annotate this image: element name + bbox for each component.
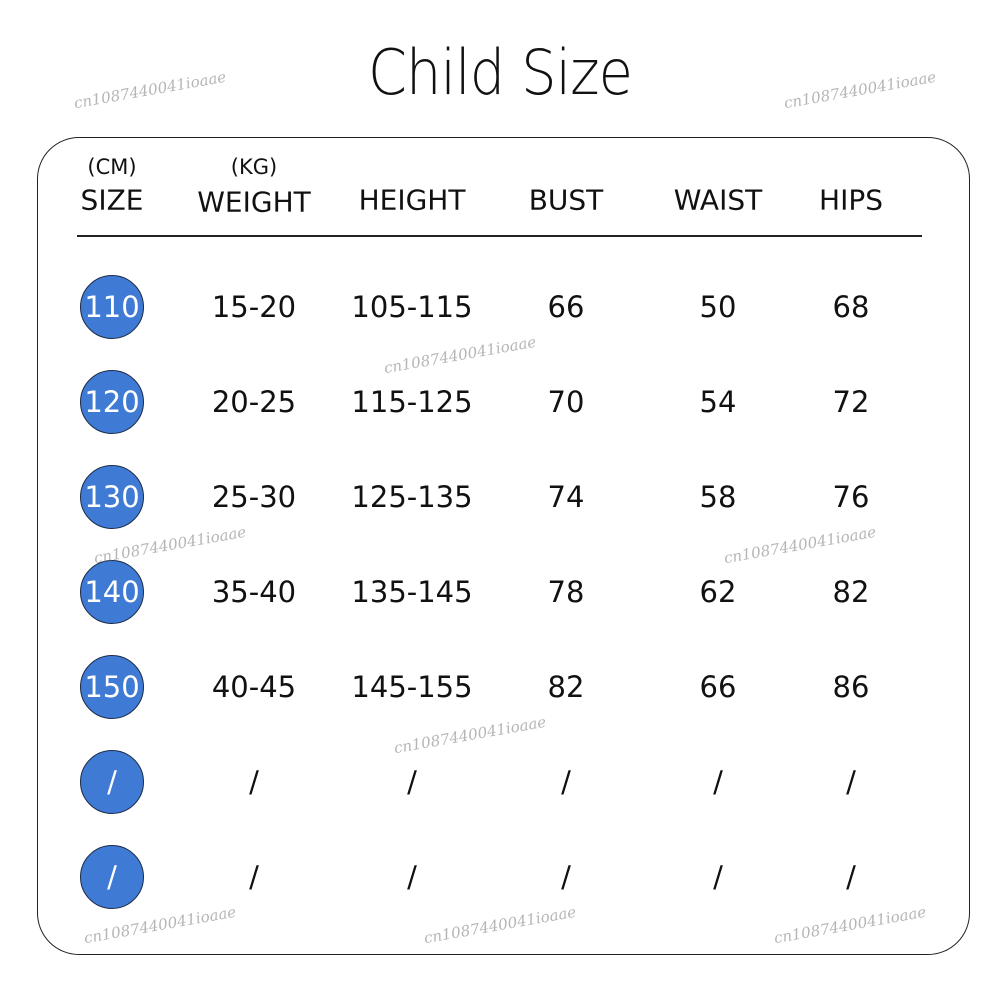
cell-height: 125-135 bbox=[351, 480, 473, 514]
header-height: HEIGHT bbox=[358, 183, 466, 217]
cell-hips: 72 bbox=[832, 385, 870, 419]
header-unit-weight: (KG) bbox=[230, 155, 278, 179]
cell-bust: 70 bbox=[547, 385, 585, 419]
cell-hips: 76 bbox=[832, 480, 870, 514]
cell-bust: / bbox=[561, 765, 571, 799]
cell-waist: / bbox=[713, 860, 723, 894]
cell-height: / bbox=[407, 765, 417, 799]
size-badge: / bbox=[80, 845, 144, 909]
header-bust: BUST bbox=[528, 183, 604, 217]
size-badge: 130 bbox=[80, 465, 144, 529]
cell-weight: 15-20 bbox=[211, 290, 297, 324]
cell-hips: 82 bbox=[832, 575, 870, 609]
cell-hips: 68 bbox=[832, 290, 870, 324]
cell-weight: / bbox=[249, 860, 259, 894]
cell-hips: 86 bbox=[832, 670, 870, 704]
cell-waist: 54 bbox=[699, 385, 737, 419]
cell-bust: 82 bbox=[547, 670, 585, 704]
cell-bust: / bbox=[561, 860, 571, 894]
cell-height: 135-145 bbox=[351, 575, 473, 609]
header-unit-size: (CM) bbox=[87, 155, 137, 179]
cell-bust: 74 bbox=[547, 480, 585, 514]
size-badge: 150 bbox=[80, 655, 144, 719]
cell-waist: 50 bbox=[699, 290, 737, 324]
cell-height: 105-115 bbox=[351, 290, 473, 324]
cell-hips: / bbox=[846, 860, 856, 894]
cell-weight: 20-25 bbox=[211, 385, 297, 419]
cell-weight: 25-30 bbox=[211, 480, 297, 514]
header-hips: HIPS bbox=[819, 183, 883, 217]
cell-height: / bbox=[407, 860, 417, 894]
size-table-frame bbox=[37, 137, 970, 955]
cell-height: 145-155 bbox=[351, 670, 473, 704]
size-badge: 120 bbox=[80, 370, 144, 434]
cell-waist: / bbox=[713, 765, 723, 799]
cell-waist: 62 bbox=[699, 575, 737, 609]
cell-weight: 35-40 bbox=[211, 575, 297, 609]
cell-waist: 66 bbox=[699, 670, 737, 704]
cell-bust: 78 bbox=[547, 575, 585, 609]
size-badge: 110 bbox=[80, 275, 144, 339]
cell-bust: 66 bbox=[547, 290, 585, 324]
page-title: Child Size bbox=[367, 36, 633, 109]
header-weight: WEIGHT bbox=[197, 185, 311, 219]
header-size: SIZE bbox=[80, 183, 144, 217]
cell-hips: / bbox=[846, 765, 856, 799]
cell-weight: / bbox=[249, 765, 259, 799]
cell-weight: 40-45 bbox=[211, 670, 297, 704]
cell-height: 115-125 bbox=[351, 385, 473, 419]
size-badge: / bbox=[80, 750, 144, 814]
cell-waist: 58 bbox=[699, 480, 737, 514]
header-divider bbox=[77, 235, 922, 237]
size-badge: 140 bbox=[80, 560, 144, 624]
header-waist: WAIST bbox=[673, 183, 763, 217]
